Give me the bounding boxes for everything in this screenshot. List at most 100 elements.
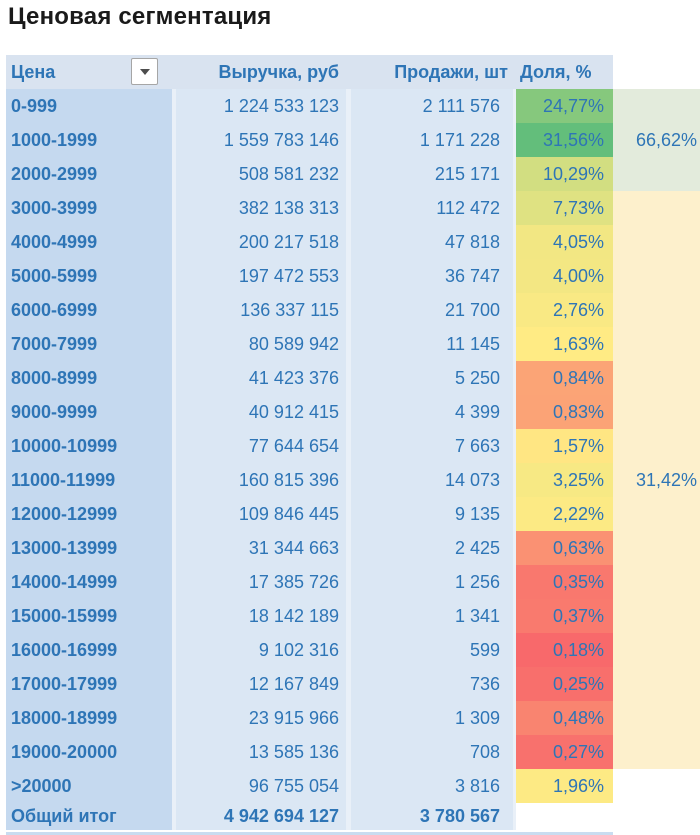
price-range-cell[interactable]: 15000-15999 — [6, 599, 172, 633]
sales-cell[interactable]: 7 663 — [351, 429, 513, 463]
share-cell[interactable]: 1,96% — [516, 769, 613, 803]
share-cell[interactable]: 31,56% — [516, 123, 613, 157]
revenue-cell[interactable]: 13 585 136 — [176, 735, 346, 769]
sales-cell[interactable]: 1 171 228 — [351, 123, 513, 157]
header-cell-share[interactable]: Доля, % — [516, 55, 613, 89]
share-cell[interactable]: 0,37% — [516, 599, 613, 633]
grand-total-label-cell[interactable]: Общий итог — [6, 803, 172, 830]
revenue-cell[interactable]: 109 846 445 — [176, 497, 346, 531]
share-cell[interactable]: 10,29% — [516, 157, 613, 191]
sales-cell[interactable]: 1 341 — [351, 599, 513, 633]
price-range-cell[interactable]: 0-999 — [6, 89, 172, 123]
price-range-cell[interactable]: 19000-20000 — [6, 735, 172, 769]
price-range-cell[interactable]: 6000-6999 — [6, 293, 172, 327]
revenue-cell[interactable]: 1 559 783 146 — [176, 123, 346, 157]
price-range-cell[interactable]: 11000-11999 — [6, 463, 172, 497]
revenue-cell[interactable]: 12 167 849 — [176, 667, 346, 701]
annotation-cell[interactable]: 31,42% — [613, 463, 700, 497]
sales-cell[interactable]: 2 425 — [351, 531, 513, 565]
annotation-cell[interactable] — [613, 225, 700, 259]
revenue-cell[interactable]: 31 344 663 — [176, 531, 346, 565]
annotation-cell[interactable] — [613, 667, 700, 701]
price-range-cell[interactable]: 7000-7999 — [6, 327, 172, 361]
annotation-cell[interactable] — [613, 599, 700, 633]
annotation-cell[interactable] — [613, 429, 700, 463]
share-cell[interactable]: 0,27% — [516, 735, 613, 769]
sales-cell[interactable]: 4 399 — [351, 395, 513, 429]
annotation-cell[interactable] — [613, 497, 700, 531]
annotation-cell[interactable] — [613, 735, 700, 769]
header-cell-price[interactable]: Цена — [6, 55, 172, 89]
revenue-cell[interactable]: 41 423 376 — [176, 361, 346, 395]
revenue-cell[interactable]: 382 138 313 — [176, 191, 346, 225]
grand-total-sales-cell[interactable]: 3 780 567 — [351, 803, 513, 830]
annotation-cell[interactable] — [613, 361, 700, 395]
grand-total-revenue-cell[interactable]: 4 942 694 127 — [176, 803, 346, 830]
price-range-cell[interactable]: 9000-9999 — [6, 395, 172, 429]
revenue-cell[interactable]: 77 644 654 — [176, 429, 346, 463]
sales-cell[interactable]: 36 747 — [351, 259, 513, 293]
sales-cell[interactable]: 215 171 — [351, 157, 513, 191]
revenue-cell[interactable]: 18 142 189 — [176, 599, 346, 633]
revenue-cell[interactable]: 96 755 054 — [176, 769, 346, 803]
sales-cell[interactable]: 1 256 — [351, 565, 513, 599]
price-range-cell[interactable]: 5000-5999 — [6, 259, 172, 293]
price-range-cell[interactable]: 17000-17999 — [6, 667, 172, 701]
header-cell-sales[interactable]: Продажи, шт — [351, 55, 513, 89]
revenue-cell[interactable]: 40 912 415 — [176, 395, 346, 429]
sales-cell[interactable]: 47 818 — [351, 225, 513, 259]
share-cell[interactable]: 0,63% — [516, 531, 613, 565]
revenue-cell[interactable]: 197 472 553 — [176, 259, 346, 293]
share-cell[interactable]: 24,77% — [516, 89, 613, 123]
price-range-cell[interactable]: 1000-1999 — [6, 123, 172, 157]
annotation-cell[interactable] — [613, 259, 700, 293]
share-cell[interactable]: 4,00% — [516, 259, 613, 293]
sales-cell[interactable]: 112 472 — [351, 191, 513, 225]
annotation-cell[interactable] — [613, 531, 700, 565]
price-range-cell[interactable]: 16000-16999 — [6, 633, 172, 667]
sales-cell[interactable]: 21 700 — [351, 293, 513, 327]
header-cell-revenue[interactable]: Выручка, руб — [176, 55, 346, 89]
annotation-cell[interactable] — [613, 157, 700, 191]
sales-cell[interactable]: 14 073 — [351, 463, 513, 497]
revenue-cell[interactable]: 160 815 396 — [176, 463, 346, 497]
price-range-cell[interactable]: 3000-3999 — [6, 191, 172, 225]
sales-cell[interactable]: 708 — [351, 735, 513, 769]
share-cell[interactable]: 4,05% — [516, 225, 613, 259]
share-cell[interactable]: 0,25% — [516, 667, 613, 701]
annotation-cell[interactable] — [613, 395, 700, 429]
share-cell[interactable]: 0,35% — [516, 565, 613, 599]
annotation-cell[interactable] — [613, 701, 700, 735]
share-cell[interactable]: 0,18% — [516, 633, 613, 667]
annotation-cell[interactable] — [613, 327, 700, 361]
revenue-cell[interactable]: 508 581 232 — [176, 157, 346, 191]
share-cell[interactable]: 1,57% — [516, 429, 613, 463]
annotation-cell[interactable] — [613, 191, 700, 225]
price-range-cell[interactable]: >20000 — [6, 769, 172, 803]
revenue-cell[interactable]: 9 102 316 — [176, 633, 346, 667]
share-cell[interactable]: 0,84% — [516, 361, 613, 395]
share-cell[interactable]: 7,73% — [516, 191, 613, 225]
share-cell[interactable]: 0,83% — [516, 395, 613, 429]
share-cell[interactable]: 2,76% — [516, 293, 613, 327]
annotation-cell[interactable] — [613, 769, 700, 803]
revenue-cell[interactable]: 80 589 942 — [176, 327, 346, 361]
sales-cell[interactable]: 11 145 — [351, 327, 513, 361]
revenue-cell[interactable]: 23 915 966 — [176, 701, 346, 735]
annotation-cell[interactable] — [613, 89, 700, 123]
sales-cell[interactable]: 5 250 — [351, 361, 513, 395]
share-cell[interactable]: 1,63% — [516, 327, 613, 361]
annotation-cell[interactable]: 66,62% — [613, 123, 700, 157]
sales-cell[interactable]: 9 135 — [351, 497, 513, 531]
price-range-cell[interactable]: 2000-2999 — [6, 157, 172, 191]
annotation-cell[interactable] — [613, 293, 700, 327]
sales-cell[interactable]: 599 — [351, 633, 513, 667]
revenue-cell[interactable]: 136 337 115 — [176, 293, 346, 327]
price-range-cell[interactable]: 13000-13999 — [6, 531, 172, 565]
annotation-cell[interactable] — [613, 565, 700, 599]
price-range-cell[interactable]: 18000-18999 — [6, 701, 172, 735]
revenue-cell[interactable]: 1 224 533 123 — [176, 89, 346, 123]
share-cell[interactable]: 2,22% — [516, 497, 613, 531]
revenue-cell[interactable]: 200 217 518 — [176, 225, 346, 259]
sales-cell[interactable]: 1 309 — [351, 701, 513, 735]
